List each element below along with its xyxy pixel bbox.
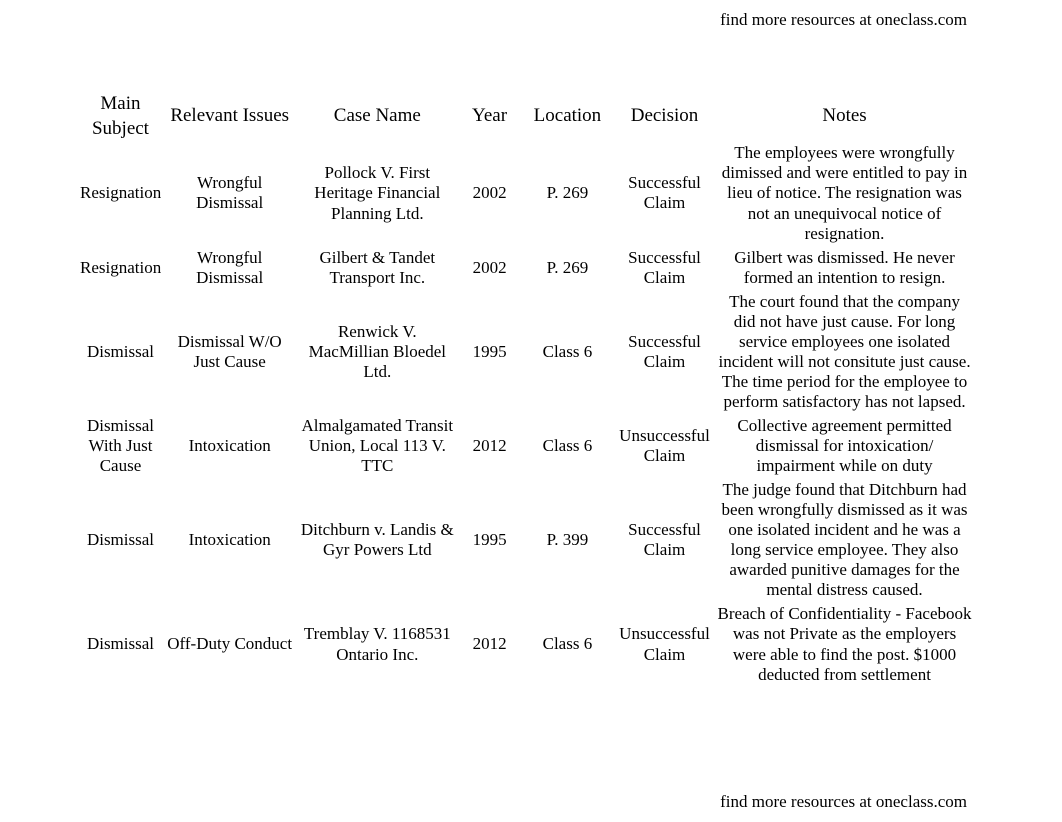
col-relevant-issues: Relevant Issues xyxy=(163,92,296,141)
cell-main-subject: Resignation xyxy=(78,246,163,290)
cell-notes: The judge found that Ditchburn had been … xyxy=(715,478,974,602)
cell-year: 2012 xyxy=(458,602,521,686)
cell-notes: Collective agreement permitted dismissal… xyxy=(715,414,974,478)
cell-case-name: Gilbert & Tandet Transport Inc. xyxy=(296,246,458,290)
cell-main-subject: Resignation xyxy=(78,141,163,245)
cell-year: 1995 xyxy=(458,290,521,414)
col-main-subject: Main Subject xyxy=(78,92,163,141)
cell-relevant-issues: Dismissal W/O Just Cause xyxy=(163,290,296,414)
table-row: Dismissal With Just Cause Intoxication A… xyxy=(78,414,974,478)
cell-decision: Unsuccessful Claim xyxy=(614,414,715,478)
cell-relevant-issues: Intoxication xyxy=(163,478,296,602)
cell-location: Class 6 xyxy=(521,414,614,478)
cell-relevant-issues: Intoxication xyxy=(163,414,296,478)
cell-location: Class 6 xyxy=(521,290,614,414)
cell-relevant-issues: Wrongful Dismissal xyxy=(163,246,296,290)
cell-case-name: Pollock V. First Heritage Financial Plan… xyxy=(296,141,458,245)
cell-year: 2002 xyxy=(458,246,521,290)
cell-location: P. 269 xyxy=(521,246,614,290)
cell-location: P. 269 xyxy=(521,141,614,245)
col-location: Location xyxy=(521,92,614,141)
cell-case-name: Ditchburn v. Landis & Gyr Powers Ltd xyxy=(296,478,458,602)
footer-resource-link[interactable]: find more resources at oneclass.com xyxy=(720,792,967,812)
col-case-name: Case Name xyxy=(296,92,458,141)
col-decision: Decision xyxy=(614,92,715,141)
cell-location: P. 399 xyxy=(521,478,614,602)
cell-year: 2012 xyxy=(458,414,521,478)
cell-location: Class 6 xyxy=(521,602,614,686)
cell-year: 2002 xyxy=(458,141,521,245)
cell-case-name: Tremblay V. 1168531 Ontario Inc. xyxy=(296,602,458,686)
cell-notes: Breach of Confidentiality - Facebook was… xyxy=(715,602,974,686)
cell-decision: Unsuccessful Claim xyxy=(614,602,715,686)
cell-relevant-issues: Wrongful Dismissal xyxy=(163,141,296,245)
cell-main-subject: Dismissal xyxy=(78,478,163,602)
cell-case-name: Almalgamated Transit Union, Local 113 V.… xyxy=(296,414,458,478)
cell-notes: The employees were wrongfully dimissed a… xyxy=(715,141,974,245)
cell-decision: Successful Claim xyxy=(614,246,715,290)
cell-main-subject: Dismissal xyxy=(78,290,163,414)
table-header-row: Main Subject Relevant Issues Case Name Y… xyxy=(78,92,974,141)
col-year: Year xyxy=(458,92,521,141)
cell-case-name: Renwick V. MacMillian Bloedel Ltd. xyxy=(296,290,458,414)
cell-decision: Successful Claim xyxy=(614,478,715,602)
case-table: Main Subject Relevant Issues Case Name Y… xyxy=(78,92,974,687)
cell-relevant-issues: Off-Duty Conduct xyxy=(163,602,296,686)
table-row: Resignation Wrongful Dismissal Pollock V… xyxy=(78,141,974,245)
table-body: Resignation Wrongful Dismissal Pollock V… xyxy=(78,141,974,686)
table-row: Dismissal Intoxication Ditchburn v. Land… xyxy=(78,478,974,602)
cell-year: 1995 xyxy=(458,478,521,602)
header-resource-link[interactable]: find more resources at oneclass.com xyxy=(720,10,967,30)
table-row: Dismissal Dismissal W/O Just Cause Renwi… xyxy=(78,290,974,414)
cell-decision: Successful Claim xyxy=(614,141,715,245)
cell-main-subject: Dismissal With Just Cause xyxy=(78,414,163,478)
cell-decision: Successful Claim xyxy=(614,290,715,414)
cell-notes: The court found that the company did not… xyxy=(715,290,974,414)
col-notes: Notes xyxy=(715,92,974,141)
cell-main-subject: Dismissal xyxy=(78,602,163,686)
cell-notes: Gilbert was dismissed. He never formed a… xyxy=(715,246,974,290)
table-row: Resignation Wrongful Dismissal Gilbert &… xyxy=(78,246,974,290)
table-row: Dismissal Off-Duty Conduct Tremblay V. 1… xyxy=(78,602,974,686)
